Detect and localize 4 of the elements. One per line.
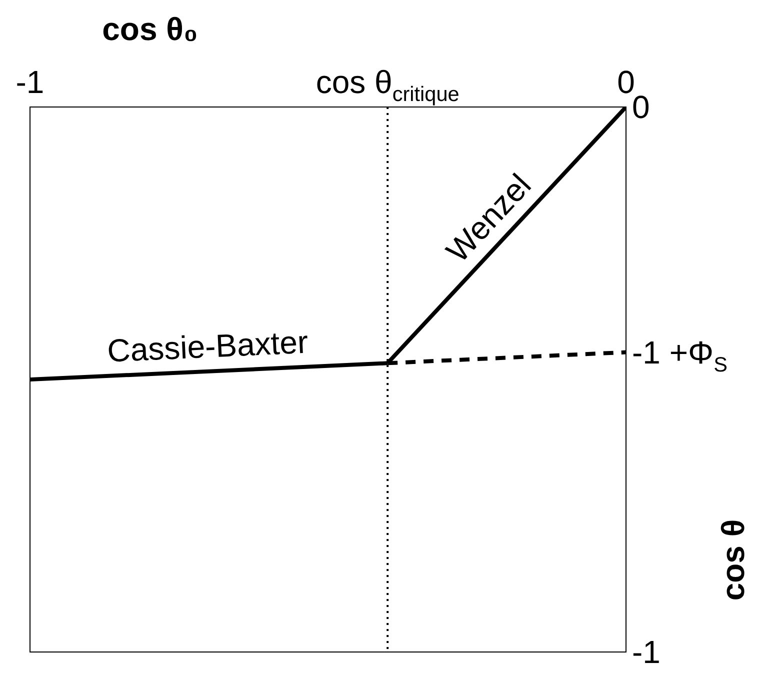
x-tick-label: -1 <box>16 64 44 100</box>
y-axis-title: cos θ <box>715 519 751 601</box>
x-axis-title: cos θ₀ <box>102 11 198 47</box>
series-label: Cassie-Baxter <box>106 324 310 369</box>
